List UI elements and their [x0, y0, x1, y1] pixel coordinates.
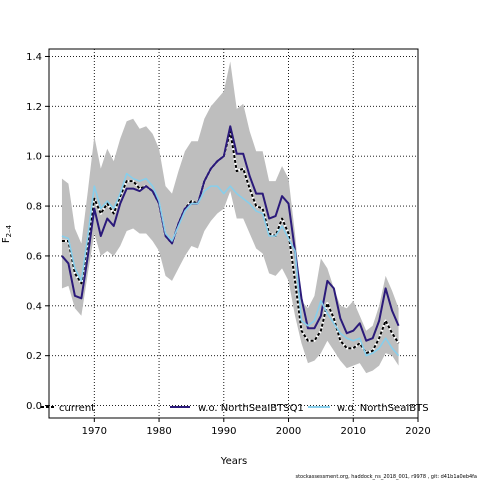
legend-label-w-o-northseaibtsq1: w.o. NorthSeaIBTSQ1: [198, 403, 304, 414]
y-tick-label: 1.0: [26, 152, 42, 163]
axes: 1970 1980 1990 2000 2010 2020 0.0 0.2 0.4 0.6 0.8 1…: [26, 48, 431, 437]
series-layer: [61, 125, 400, 357]
footer-note: stockassessment.org, haddock_ns_2018_001…: [295, 474, 477, 480]
series-line-w-o-northseaibtsq1: [61, 125, 400, 342]
y-tick-label: 1.4: [26, 52, 42, 63]
legend: current w.o. NorthSeaIBTSQ1 w.o. NorthSeaI…: [41, 403, 429, 414]
y-tick-label: 0.8: [26, 202, 42, 213]
x-tick-label: 2000: [276, 426, 301, 437]
legend-label-w-o-northseaibts: w.o. NorthSeaIBTS: [337, 403, 429, 414]
y-tick-label: 0.6: [26, 251, 42, 262]
x-tick-label: 2010: [341, 426, 366, 437]
legend-label-current: current: [59, 403, 95, 414]
series-line-current: [61, 130, 400, 355]
x-tick-label: 1980: [146, 426, 171, 437]
y-tick-label: 0.0: [26, 401, 42, 412]
x-tick-label: 1970: [82, 426, 107, 437]
plot-frame: [48, 48, 419, 419]
y-axis-title: F2–4: [1, 224, 13, 243]
x-tick-label: 2020: [405, 426, 430, 437]
y-tick-label: 0.2: [26, 351, 42, 362]
y-axis-title-main: F: [1, 237, 12, 243]
y-axis-title-subscript: 2–4: [5, 224, 13, 237]
y-tick-label: 1.2: [26, 102, 42, 113]
confidence-band: [61, 61, 399, 374]
x-axis-title: Years: [220, 456, 247, 467]
confidence-band-layer: [61, 61, 399, 374]
y-tick-label: 0.4: [26, 301, 42, 312]
series-line-w-o-northseaibts: [61, 172, 400, 357]
x-tick-label: 1990: [211, 426, 236, 437]
y-axis-title-group: F2–4: [1, 224, 13, 243]
